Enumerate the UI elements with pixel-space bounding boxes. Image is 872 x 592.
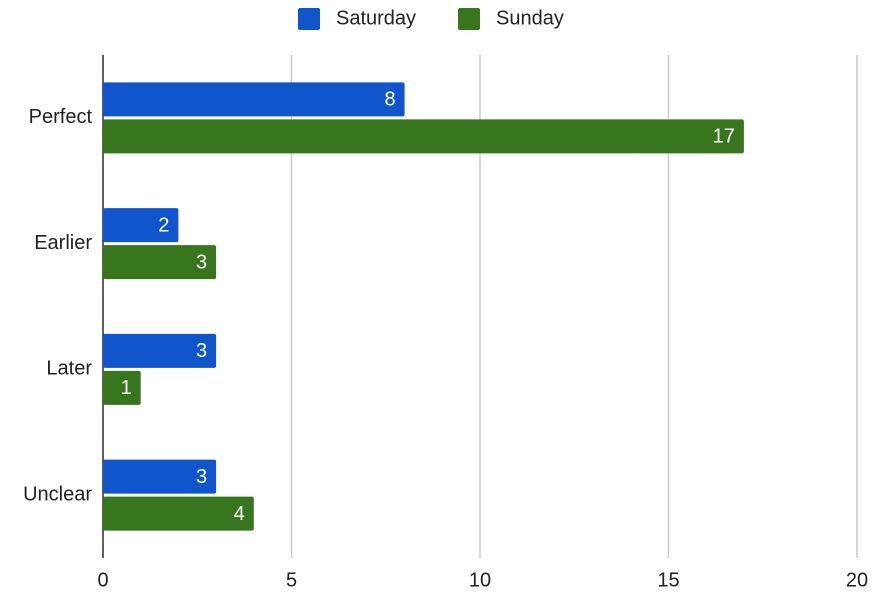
y-tick-label: Later — [46, 358, 92, 380]
x-tick-label: 15 — [657, 569, 679, 591]
legend-label: Sunday — [496, 7, 564, 29]
data-label: 4 — [234, 503, 245, 525]
bar — [103, 119, 744, 154]
y-tick-label: Unclear — [23, 483, 92, 505]
x-tick-label: 5 — [286, 569, 297, 591]
y-tick-label: Earlier — [34, 232, 92, 254]
x-tick-label: 10 — [469, 569, 491, 591]
data-label: 3 — [196, 251, 207, 273]
data-label: 17 — [713, 126, 735, 148]
data-label: 8 — [384, 89, 395, 111]
bar — [103, 82, 405, 117]
bar — [103, 208, 179, 243]
bar — [103, 370, 141, 405]
legend-swatch — [298, 8, 320, 30]
y-tick-label: Perfect — [29, 106, 93, 128]
data-label: 2 — [158, 214, 169, 236]
bar — [103, 333, 217, 368]
x-tick-label: 20 — [846, 569, 868, 591]
data-label: 3 — [196, 466, 207, 488]
bar — [103, 496, 254, 531]
data-label: 1 — [121, 377, 132, 399]
data-label: 3 — [196, 340, 207, 362]
bar — [103, 245, 217, 280]
x-tick-label: 0 — [97, 569, 108, 591]
legend-label: Saturday — [336, 7, 416, 29]
legend-swatch — [458, 8, 480, 30]
bar — [103, 459, 217, 494]
